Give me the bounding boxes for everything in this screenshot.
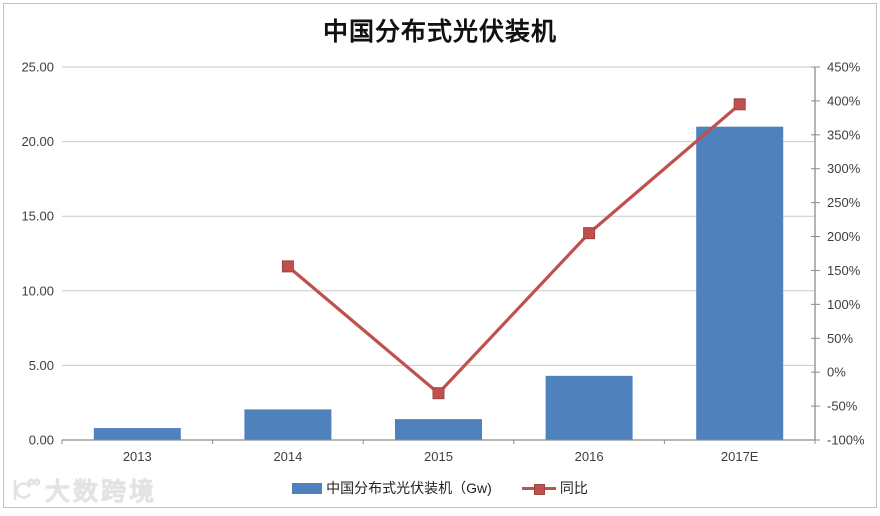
legend-line-label: 同比 bbox=[559, 480, 588, 496]
right-axis-tick-label: -100% bbox=[827, 433, 865, 448]
yoy-line-marker bbox=[281, 260, 294, 273]
right-axis-tick-label: 150% bbox=[827, 263, 861, 278]
bar-2016 bbox=[545, 375, 633, 440]
right-axis-tick-label: 450% bbox=[827, 60, 861, 75]
left-axis-tick-label: 0.00 bbox=[29, 433, 54, 448]
left-axis-tick-label: 15.00 bbox=[21, 209, 54, 224]
x-axis-label-2015: 2015 bbox=[424, 449, 453, 464]
right-axis-tick-label: 200% bbox=[827, 229, 861, 244]
x-axis-label-2014: 2014 bbox=[273, 449, 302, 464]
legend-bar-swatch-icon bbox=[292, 482, 323, 494]
legend-line-swatch-icon bbox=[521, 483, 556, 495]
yoy-line bbox=[286, 103, 741, 396]
left-axis-tick-label: 25.00 bbox=[21, 60, 54, 75]
bar-2015 bbox=[395, 419, 482, 440]
chart-legend: 中国分布式光伏装机（Gw) 同比 bbox=[0, 477, 880, 499]
right-axis-tick-label: -50% bbox=[827, 399, 858, 414]
left-axis-tick-label: 20.00 bbox=[21, 134, 54, 149]
yoy-line-marker bbox=[583, 227, 596, 240]
left-axis-tick-label: 5.00 bbox=[29, 358, 54, 373]
bar-2014 bbox=[244, 409, 332, 440]
right-axis-tick-label: 300% bbox=[827, 161, 861, 176]
left-axis-tick-label: 10.00 bbox=[21, 283, 54, 298]
x-axis-label-2013: 2013 bbox=[123, 449, 152, 464]
x-axis-label-2016: 2016 bbox=[575, 449, 604, 464]
legend-item-yoy: 同比 bbox=[521, 478, 588, 498]
yoy-line-marker bbox=[432, 387, 445, 400]
legend-item-installed-capacity: 中国分布式光伏装机（Gw) bbox=[292, 478, 492, 498]
bar-2017E bbox=[696, 126, 784, 441]
chart-title: 中国分布式光伏装机 bbox=[322, 19, 557, 46]
watermark-logo-icon bbox=[13, 478, 40, 501]
watermark: 大数跨境 bbox=[10, 472, 157, 508]
legend-bar-label: 中国分布式光伏装机（Gw) bbox=[326, 480, 492, 496]
bar-2013 bbox=[93, 428, 181, 440]
right-axis-tick-label: 0% bbox=[827, 365, 846, 380]
x-axis-label-2017E: 2017E bbox=[721, 449, 759, 464]
right-axis-tick-label: 100% bbox=[827, 297, 861, 312]
watermark-text: 大数跨境 bbox=[45, 478, 158, 506]
legend-line-marker-icon bbox=[533, 483, 545, 495]
right-axis-tick-label: 400% bbox=[827, 93, 861, 108]
right-axis-tick-label: 350% bbox=[827, 127, 861, 142]
right-axis-tick-label: 250% bbox=[827, 195, 861, 210]
yoy-line-marker bbox=[733, 98, 746, 111]
right-axis-tick-label: 50% bbox=[827, 331, 853, 346]
